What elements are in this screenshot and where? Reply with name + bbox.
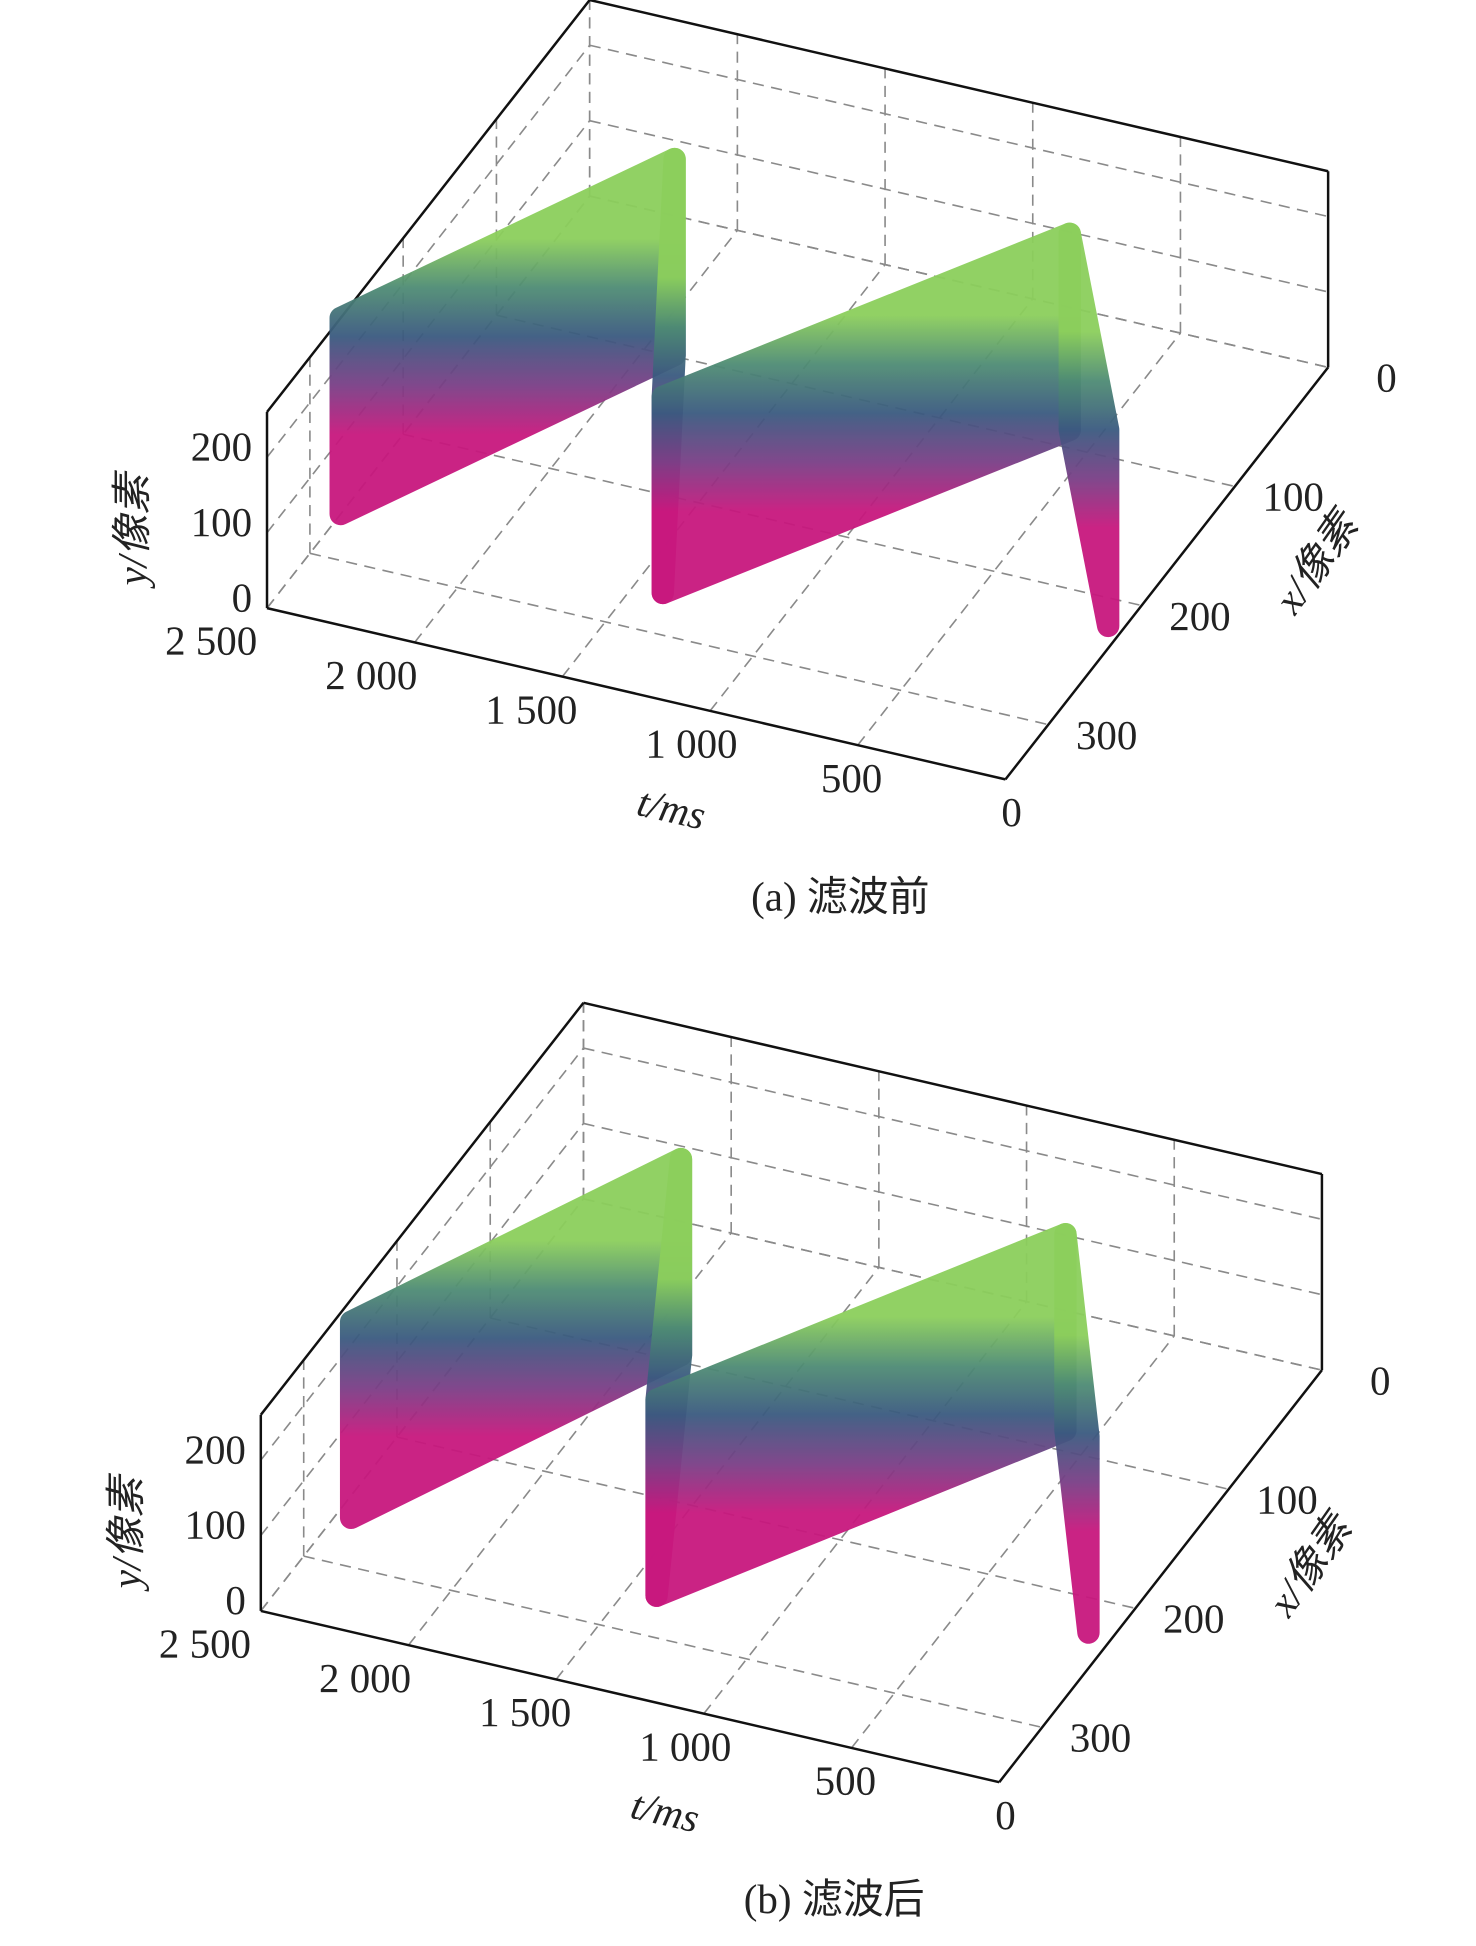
y-tick-label: 0 [1376,356,1396,401]
x-tick-label: 2 000 [319,1656,411,1701]
axis-edge [259,1002,585,1416]
y-tick-label: 200 [1169,594,1230,639]
chart-panel: 2 500 2 000 1 500 1 000 500 0 0 100 200 300 0 100 20… [110,0,1397,919]
y-tick-label: 300 [1076,713,1137,758]
x-tick-label: 1 500 [479,1690,571,1735]
axis-edge [266,606,1006,781]
z-tick-label: 200 [191,424,252,469]
grid-line [583,1122,1323,1296]
grid-line [303,1555,1043,1729]
axis-edge [1004,366,1330,781]
x-tick-label: 500 [821,756,882,801]
y-tick-label: 100 [1256,1478,1317,1523]
x-tick-label: 0 [995,1793,1015,1838]
grid-line [266,44,591,458]
x-tick-label: 1 000 [645,722,737,767]
z-axis-title: y/像素 [110,470,155,589]
y-tick-label: 200 [1163,1597,1224,1642]
x-tick-label: 2 500 [165,619,257,664]
grid-line [309,552,1049,726]
caption: (b) 滤波后 [744,1877,925,1922]
y-tick-label: 100 [1262,475,1323,520]
chart-panel: 2 500 2 000 1 500 1 000 500 0 0 100 200 300 0 100 20… [104,1001,1390,1922]
event-band [1058,222,1120,638]
z-tick-label: 100 [185,1503,246,1548]
grid-line [260,1047,585,1461]
x-tick-label: 2 500 [159,1622,251,1667]
z-axis-title: y/像素 [104,1473,149,1592]
axis-edge [583,1001,1323,1176]
event-band [645,1223,1077,1607]
x-tick-label: 1 500 [485,687,577,732]
axis-edge [266,0,591,413]
z-tick-label: 100 [191,500,252,545]
caption: (a) 滤波前 [751,874,929,919]
x-tick-label: 2 000 [325,653,417,698]
grid-line [857,332,1182,746]
x-axis-title: t/ms [633,779,710,838]
event-band [1054,1223,1100,1644]
y-tick-label: 300 [1070,1716,1131,1761]
y-tick-label: 0 [1370,1358,1390,1403]
grid-line [583,1047,1323,1221]
x-tick-label: 1 000 [639,1724,731,1769]
z-tick-label: 0 [225,1578,245,1623]
event-band [329,147,686,526]
x-axis-title: t/ms [627,1782,704,1841]
x-tick-label: 0 [1001,790,1021,835]
grid-line [850,1335,1175,1749]
axis-edge [589,0,1329,173]
z-tick-label: 0 [232,575,252,620]
axis-edge [260,1609,1000,1784]
grid-line [589,44,1329,218]
z-tick-label: 200 [185,1427,246,1472]
grid-line [589,119,1329,293]
axis-edge [998,1369,1323,1783]
x-tick-label: 500 [815,1759,876,1804]
